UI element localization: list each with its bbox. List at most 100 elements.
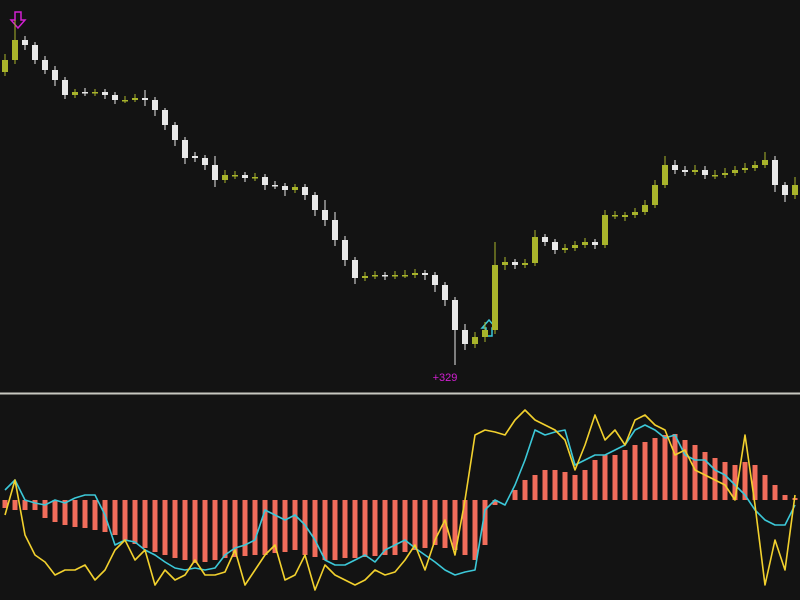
histogram-bar	[2, 500, 8, 508]
histogram-bar	[702, 452, 708, 500]
candle-body	[342, 240, 348, 260]
histogram-bar	[282, 500, 288, 552]
candle-body	[122, 100, 128, 102]
histogram-bar	[192, 500, 198, 563]
candle-body	[32, 45, 38, 60]
candle-body	[452, 300, 458, 330]
candle-body	[22, 40, 28, 45]
histogram-bar	[82, 500, 88, 528]
candle-body	[442, 285, 448, 300]
candle-body	[112, 95, 118, 100]
histogram-bar	[762, 475, 768, 500]
histogram-bar	[122, 500, 128, 540]
profit-label: +329	[433, 372, 458, 384]
candle-body	[592, 242, 598, 245]
histogram-bar	[292, 500, 298, 550]
histogram-bar	[272, 500, 278, 553]
candle-body	[192, 156, 198, 158]
candle-body	[422, 273, 428, 275]
candle-body	[652, 185, 658, 205]
candle-body	[632, 212, 638, 215]
histogram-bar	[242, 500, 248, 556]
candle-body	[682, 170, 688, 172]
candle-body	[572, 245, 578, 248]
candle-body	[512, 262, 518, 265]
histogram-bar	[632, 445, 638, 500]
candle-body	[672, 165, 678, 170]
candle-body	[302, 187, 308, 195]
histogram-bar	[332, 500, 338, 560]
candle-body	[292, 187, 298, 190]
histogram-bar	[462, 500, 468, 555]
candle-body	[702, 170, 708, 175]
histogram-bar	[312, 500, 318, 557]
histogram-bar	[182, 500, 188, 560]
candle-body	[542, 237, 548, 242]
candle-body	[742, 168, 748, 170]
indicator-line	[4, 409, 796, 591]
histogram-bar	[552, 470, 558, 500]
histogram-bar	[522, 480, 528, 500]
candle-body	[562, 248, 568, 250]
candle-body	[692, 170, 698, 172]
histogram-bar	[212, 500, 218, 560]
candle-body	[412, 273, 418, 275]
histogram-bar	[152, 500, 158, 552]
histogram-bar	[362, 500, 368, 557]
candle-body	[12, 40, 18, 60]
candle-body	[312, 195, 318, 210]
histogram-bar	[412, 500, 418, 550]
candle-body	[622, 215, 628, 217]
candle-body	[602, 215, 608, 245]
histogram-bar	[422, 500, 428, 548]
candle-body	[772, 160, 778, 185]
histogram-bar	[712, 458, 718, 500]
histogram-bar	[562, 472, 568, 500]
candle-body	[792, 185, 798, 195]
candle-body	[762, 160, 768, 165]
candle-body	[222, 175, 228, 180]
histogram-bar	[682, 440, 688, 500]
histogram-bar	[92, 500, 98, 530]
histogram-bar	[322, 500, 328, 560]
histogram-bar	[392, 500, 398, 555]
candle-body	[712, 175, 718, 177]
candle-body	[62, 80, 68, 95]
candle-body	[262, 177, 268, 185]
histogram-bar	[582, 470, 588, 500]
candle-body	[162, 110, 168, 125]
histogram-bar	[772, 485, 778, 500]
histogram-bar	[642, 442, 648, 500]
histogram-bar	[202, 500, 208, 562]
histogram-bar	[162, 500, 168, 555]
histogram-bar	[742, 462, 748, 500]
histogram-bar	[382, 500, 388, 555]
candle-body	[142, 98, 148, 100]
candle-body	[392, 275, 398, 277]
candle-body	[462, 330, 468, 344]
candle-body	[72, 92, 78, 95]
candle-body	[242, 175, 248, 178]
indicator-line	[4, 424, 796, 576]
candle-body	[752, 165, 758, 168]
histogram-bar	[592, 460, 598, 500]
histogram-bar	[542, 470, 548, 500]
candle-body	[352, 260, 358, 278]
histogram-bar	[252, 500, 258, 555]
candle-body	[182, 140, 188, 158]
histogram-bar	[372, 500, 378, 556]
candle-body	[82, 92, 88, 94]
candle-body	[522, 263, 528, 265]
candle-body	[552, 242, 558, 250]
histogram-bar	[402, 500, 408, 552]
histogram-bar	[432, 500, 438, 545]
candle-body	[282, 186, 288, 190]
candle-body	[362, 276, 368, 278]
histogram-bar	[342, 500, 348, 558]
histogram-bar	[12, 500, 18, 510]
histogram-bar	[652, 438, 658, 500]
candle-body	[332, 220, 338, 240]
candle-body	[782, 185, 788, 195]
histogram-bar	[72, 500, 78, 527]
